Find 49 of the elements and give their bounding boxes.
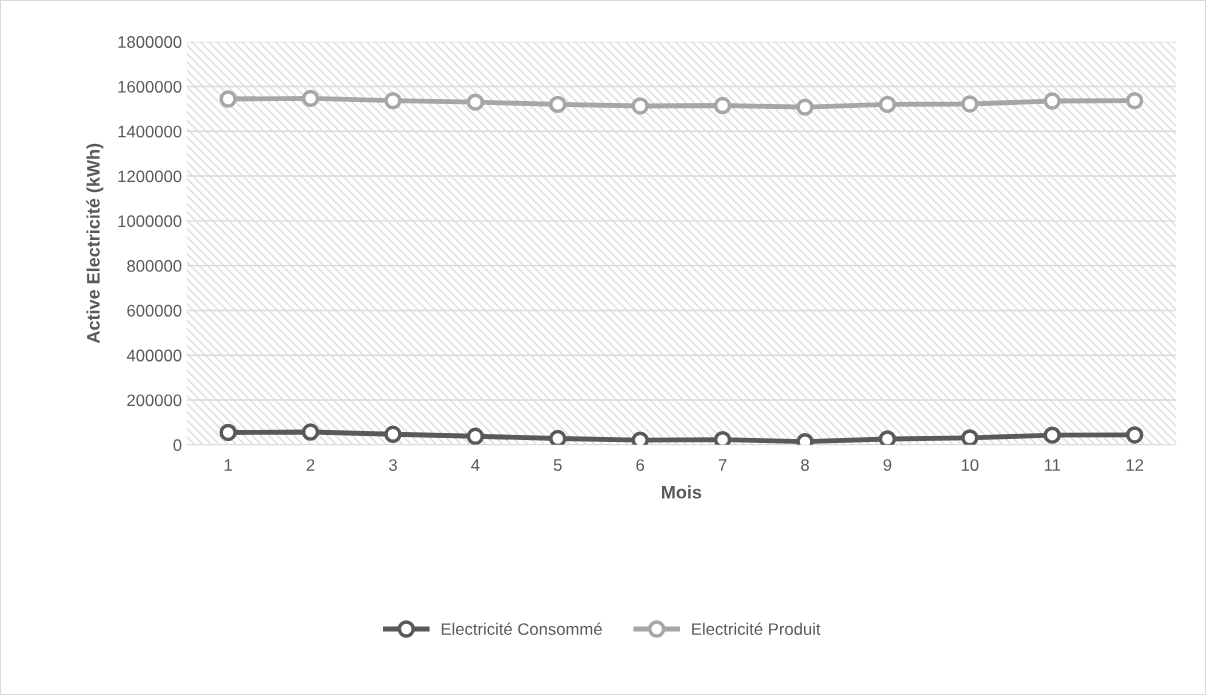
point: [466, 427, 485, 445]
x-tick-label: 5: [553, 459, 562, 471]
point: [878, 430, 897, 445]
point: [466, 93, 485, 111]
x-tick-label: 6: [636, 459, 645, 471]
point: [384, 425, 402, 443]
y-tick-label: 400000: [126, 349, 182, 362]
y-axis-title: Active Electricité (kWh): [86, 143, 104, 344]
y-tick-label: 1600000: [118, 80, 182, 93]
point: [713, 430, 732, 445]
y-tick-label: 1400000: [118, 125, 182, 138]
legend-label: Electricité Produit: [692, 622, 821, 636]
point: [301, 423, 320, 441]
x-tick-label: 12: [1126, 459, 1144, 471]
x-tick-label: 7: [718, 459, 727, 471]
legend-label: Electricité Consommé: [441, 622, 602, 636]
point: [796, 98, 814, 116]
point: [384, 91, 402, 110]
point: [1043, 426, 1061, 444]
point: [631, 97, 649, 115]
x-tick-label: 9: [883, 459, 892, 471]
y-tick-label: 800000: [127, 260, 182, 272]
point: [1125, 426, 1144, 444]
point: [878, 95, 897, 114]
x-tick-label: 4: [471, 459, 480, 471]
x-tick-label: 11: [1044, 459, 1061, 471]
x-axis-title: Mois: [662, 485, 702, 499]
point: [961, 95, 979, 113]
point: [631, 431, 649, 445]
y-tick-label: 1200000: [118, 170, 182, 183]
y-tick-label: 1800000: [118, 36, 182, 48]
x-tick-label: 1: [224, 459, 232, 471]
point: [549, 95, 567, 114]
x-tick-label: 8: [801, 459, 809, 471]
point: [1125, 91, 1144, 110]
y-tick-label: 200000: [127, 394, 182, 407]
point: [1043, 92, 1061, 110]
point: [301, 89, 320, 108]
point: [549, 429, 567, 445]
y-tick-label: 0: [173, 439, 182, 451]
x-tick-label: 3: [388, 459, 397, 471]
y-tick-label: 1000000: [118, 215, 182, 228]
point: [713, 96, 732, 115]
point: [219, 90, 237, 108]
y-tick-label: 600000: [127, 304, 182, 317]
point: [961, 429, 979, 445]
x-tick-label: 2: [306, 459, 315, 471]
x-tick-label: 10: [961, 459, 979, 471]
point: [219, 423, 237, 442]
